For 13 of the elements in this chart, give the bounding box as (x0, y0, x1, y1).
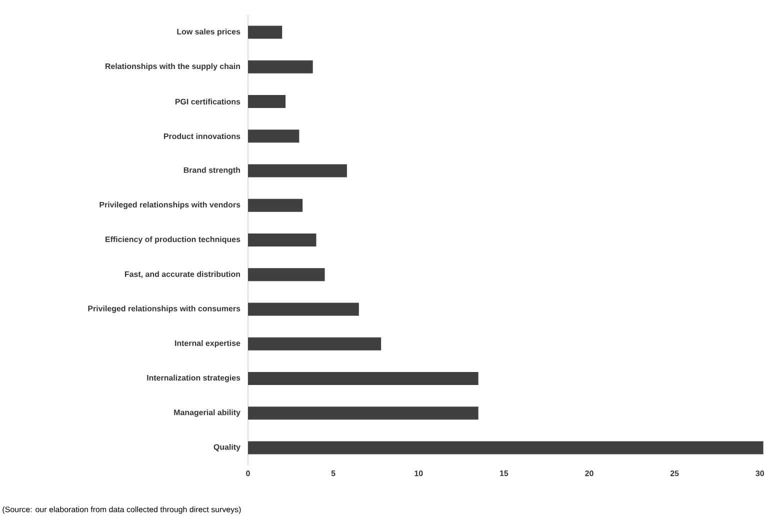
bar (248, 302, 359, 316)
bar (248, 95, 286, 108)
bar (248, 372, 478, 385)
bar (248, 60, 313, 74)
bar (248, 26, 282, 39)
bar (248, 164, 347, 178)
bar (248, 441, 764, 454)
bar (248, 337, 382, 350)
bar (248, 198, 303, 212)
bar (248, 233, 316, 246)
bar (248, 268, 325, 282)
bar (248, 130, 300, 143)
bar (248, 406, 478, 420)
